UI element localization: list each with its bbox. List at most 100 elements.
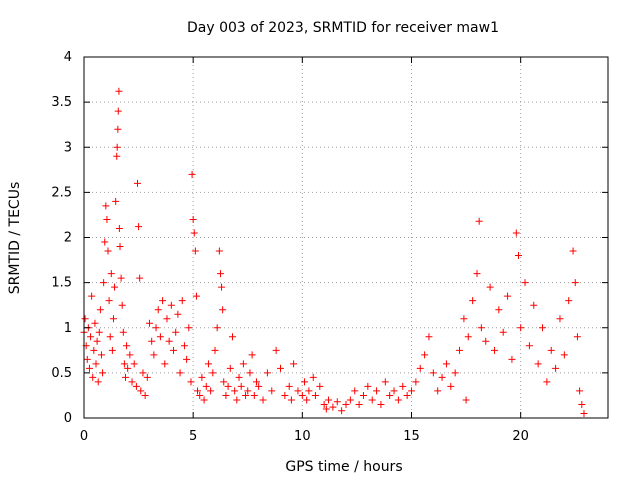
data-point xyxy=(187,378,195,386)
data-point xyxy=(95,328,103,336)
x-tick-label: 10 xyxy=(294,429,311,444)
data-point xyxy=(180,342,188,350)
data-point xyxy=(176,369,184,377)
data-point xyxy=(118,301,126,309)
data-point xyxy=(233,396,241,404)
y-tick-label: 3.5 xyxy=(51,95,72,110)
data-point xyxy=(514,252,522,260)
data-point xyxy=(97,351,105,359)
data-point xyxy=(115,87,123,95)
data-point xyxy=(107,270,115,278)
data-point xyxy=(346,396,354,404)
data-point xyxy=(534,360,542,368)
data-point xyxy=(521,279,529,287)
data-point xyxy=(268,387,276,395)
data-point xyxy=(368,396,376,404)
data-point xyxy=(88,292,96,300)
data-point xyxy=(294,387,302,395)
data-point xyxy=(438,373,446,381)
data-point xyxy=(161,360,169,368)
y-tick-label: 0.5 xyxy=(51,366,72,381)
data-point xyxy=(394,396,402,404)
data-point xyxy=(342,400,350,408)
data-point xyxy=(377,400,385,408)
data-point xyxy=(139,369,147,377)
data-point xyxy=(99,369,107,377)
data-point xyxy=(172,328,180,336)
data-point xyxy=(325,396,333,404)
data-point xyxy=(508,355,516,363)
data-point xyxy=(425,333,433,341)
data-point xyxy=(320,400,328,408)
data-point xyxy=(116,243,124,251)
data-point xyxy=(215,247,223,255)
data-point xyxy=(113,143,121,151)
data-point xyxy=(490,346,498,354)
y-tick-label: 2.5 xyxy=(51,185,72,200)
data-point xyxy=(178,297,186,305)
data-point xyxy=(200,396,208,404)
data-point xyxy=(111,283,119,291)
data-point xyxy=(504,292,512,300)
data-point xyxy=(381,378,389,386)
data-point xyxy=(117,274,125,282)
data-point xyxy=(132,382,140,390)
data-point xyxy=(209,369,217,377)
data-point xyxy=(386,391,394,399)
data-point xyxy=(130,360,138,368)
data-point xyxy=(565,297,573,305)
y-tick-label: 3 xyxy=(64,140,72,155)
data-point xyxy=(190,229,198,237)
y-tick-label: 1.5 xyxy=(51,276,72,291)
data-point xyxy=(434,387,442,395)
x-tick-label: 20 xyxy=(512,429,529,444)
data-point xyxy=(105,297,113,305)
data-point xyxy=(237,382,245,390)
data-point xyxy=(298,391,306,399)
data-point xyxy=(416,364,424,372)
data-point xyxy=(373,387,381,395)
data-point xyxy=(228,333,236,341)
data-point xyxy=(220,378,228,386)
x-tick-label: 5 xyxy=(189,429,197,444)
data-point xyxy=(81,315,89,323)
data-point xyxy=(316,382,324,390)
data-point xyxy=(216,270,224,278)
data-point xyxy=(359,391,367,399)
data-point xyxy=(456,346,464,354)
data-point xyxy=(102,202,110,210)
data-point xyxy=(252,378,260,386)
data-point xyxy=(462,396,470,404)
data-point xyxy=(109,315,117,323)
data-point xyxy=(211,346,219,354)
data-point xyxy=(231,387,239,395)
data-point xyxy=(473,270,481,278)
data-point xyxy=(148,337,156,345)
data-point xyxy=(87,333,95,341)
data-point xyxy=(556,315,564,323)
data-point xyxy=(114,125,122,133)
data-point xyxy=(93,337,101,345)
data-point xyxy=(207,387,215,395)
data-point xyxy=(113,152,121,160)
data-point xyxy=(569,247,577,255)
data-point xyxy=(246,369,254,377)
data-point xyxy=(303,396,311,404)
data-point xyxy=(136,274,144,282)
data-point xyxy=(429,369,437,377)
data-point xyxy=(442,360,450,368)
axis-ticks: 0 0.5 1 1.5 2 2.5 3 3.5 4 0 5 10 15 20 xyxy=(51,50,608,444)
data-point xyxy=(165,337,173,345)
data-point xyxy=(322,405,330,413)
data-point xyxy=(115,224,123,232)
data-point xyxy=(226,364,234,372)
data-point xyxy=(578,400,586,408)
data-point xyxy=(287,396,295,404)
data-point xyxy=(90,346,98,354)
data-point xyxy=(222,391,230,399)
data-point xyxy=(85,364,93,372)
data-point xyxy=(133,179,141,187)
data-point xyxy=(477,324,485,332)
data-point xyxy=(94,378,102,386)
